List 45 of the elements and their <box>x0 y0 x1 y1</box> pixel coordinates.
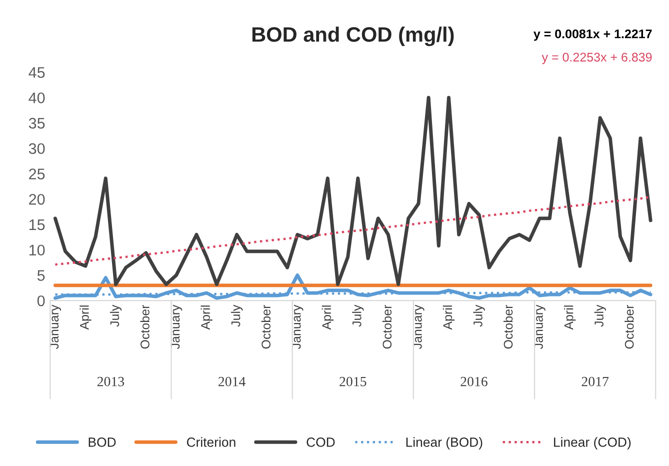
x-tick-label: July <box>473 304 485 327</box>
line-series <box>53 96 652 286</box>
x-tick-label: October <box>140 304 150 349</box>
text: y = 0.0081x + 1.2217 <box>534 29 652 41</box>
x-tick-label: July <box>231 304 243 327</box>
y-tick-label: 20 <box>29 194 45 205</box>
text: 2017 <box>582 376 609 386</box>
text: 2013 <box>97 376 124 386</box>
x-tick-label: July <box>594 304 606 327</box>
x-tick-label: January <box>50 304 62 350</box>
y-tick-label: 40 <box>28 92 45 104</box>
x-tick-label: April <box>200 306 212 330</box>
x-tick-label: April <box>442 306 455 330</box>
legend-label: COD <box>306 438 335 447</box>
legend-label: Linear (COD) <box>554 437 631 450</box>
y-tick-label: 30 <box>28 143 45 154</box>
x-tick-label: October <box>382 304 392 349</box>
x-tick-label: April <box>564 306 576 330</box>
x-tick-label: July <box>110 304 122 327</box>
legend-label: Criterion <box>186 437 236 447</box>
text: y = 0.2253x + 6.839 <box>542 52 652 64</box>
x-tick-label: October <box>624 304 634 349</box>
x-tick-label: January <box>292 304 304 350</box>
text: 2015 <box>340 376 366 386</box>
x-tick-label: July <box>352 304 364 327</box>
y-tick-label: 25 <box>29 168 45 180</box>
y-tick-label: 0 <box>37 295 45 306</box>
text: 2014 <box>218 376 246 386</box>
x-tick-label: April <box>322 306 334 330</box>
legend-label: BOD <box>88 438 116 447</box>
text: 2016 <box>460 376 488 386</box>
x-tick-label: October <box>503 304 513 349</box>
chart-title: BOD and COD (mg/l) <box>252 26 454 46</box>
x-tick-label: January <box>534 304 546 350</box>
line-series <box>53 273 652 300</box>
y-tick-label: 35 <box>28 118 45 129</box>
x-tick-label: January <box>413 304 424 350</box>
y-tick-label: 5 <box>37 270 45 281</box>
x-tick-label: April <box>80 306 92 330</box>
y-tick-label: 15 <box>29 219 45 230</box>
x-tick-label: October <box>261 304 270 349</box>
y-tick-label: 10 <box>29 244 45 256</box>
y-tick-label: 45 <box>28 67 45 78</box>
legend-label: Linear (BOD) <box>406 437 482 450</box>
x-tick-label: January <box>170 304 182 350</box>
